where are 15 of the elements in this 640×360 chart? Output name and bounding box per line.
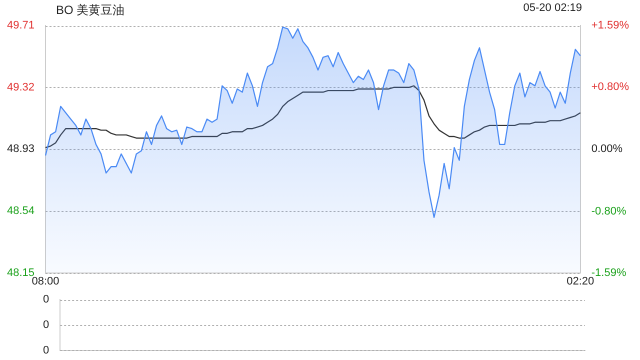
y2-tick-label: 0.00% (591, 143, 623, 156)
y-tick-label: 0 (42, 319, 50, 332)
text: 05-20 02:19 (523, 2, 582, 14)
chart-title: BO 美黄豆油 (56, 2, 125, 19)
y-tick-label: 49.32 (6, 81, 35, 94)
y2-tick-label: +1.59% (591, 20, 630, 32)
x-tick-label: 02:20 (566, 275, 594, 288)
y-tick-label: 49.71 (6, 20, 35, 32)
y-tick-label: 0 (42, 294, 50, 306)
y2-tick-label: -0.80% (591, 205, 626, 218)
y2-tick-label: +0.80% (591, 81, 630, 94)
x-tick-label: 08:00 (32, 275, 60, 288)
y-tick-label: 0 (42, 344, 50, 356)
y-tick-label: 48.54 (6, 205, 35, 218)
y-tick-label: 48.93 (6, 143, 35, 156)
